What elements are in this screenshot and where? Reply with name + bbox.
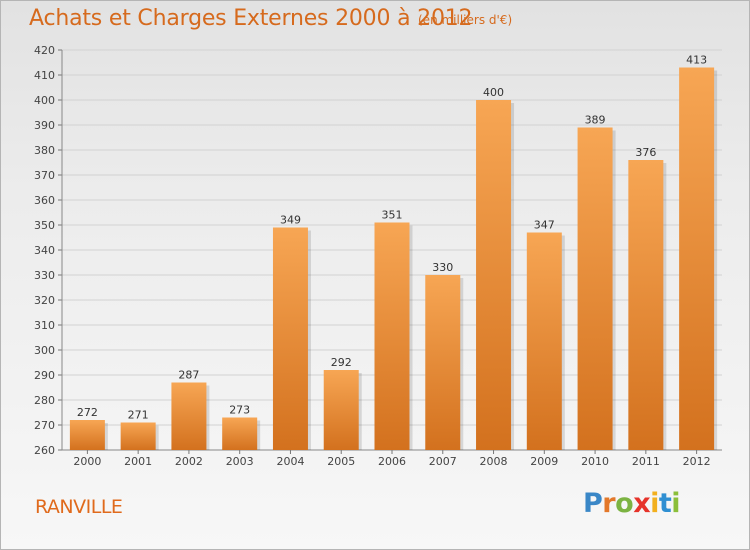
value-label: 272 xyxy=(77,406,98,419)
x-tick-label: 2004 xyxy=(276,455,304,468)
bar xyxy=(628,160,664,450)
value-label: 413 xyxy=(686,54,707,67)
x-tick-label: 2000 xyxy=(73,455,101,468)
bar xyxy=(120,422,156,450)
x-tick-label: 2006 xyxy=(378,455,406,468)
y-tick-label: 350 xyxy=(34,219,55,232)
value-label: 273 xyxy=(229,404,250,417)
y-tick-label: 370 xyxy=(34,169,55,182)
bar xyxy=(476,100,512,450)
bar xyxy=(577,127,613,450)
bar xyxy=(69,420,105,450)
bar xyxy=(323,370,359,450)
x-tick-label: 2002 xyxy=(175,455,203,468)
y-tick-label: 320 xyxy=(34,294,55,307)
y-tick-label: 270 xyxy=(34,419,55,432)
value-label: 330 xyxy=(432,261,453,274)
x-tick-label: 2010 xyxy=(581,455,609,468)
x-tick-label: 2008 xyxy=(480,455,508,468)
x-tick-label: 2007 xyxy=(429,455,457,468)
proxiti-logo: Proxiti xyxy=(583,488,681,519)
value-label: 347 xyxy=(534,219,555,232)
bar xyxy=(374,222,410,450)
value-label: 376 xyxy=(635,146,656,159)
x-tick-label: 2012 xyxy=(683,455,711,468)
value-label: 292 xyxy=(331,356,352,369)
location-label: RANVILLE xyxy=(35,496,123,518)
value-label: 400 xyxy=(483,86,504,99)
x-tick-label: 2005 xyxy=(327,455,355,468)
value-label: 351 xyxy=(382,209,403,222)
y-tick-label: 330 xyxy=(34,269,55,282)
bar xyxy=(222,417,258,450)
x-tick-label: 2001 xyxy=(124,455,152,468)
y-tick-label: 260 xyxy=(34,444,55,457)
value-label: 287 xyxy=(178,369,199,382)
y-tick-label: 400 xyxy=(34,94,55,107)
chart-subtitle: (en milliers d'€) xyxy=(418,13,513,27)
value-label: 271 xyxy=(128,409,149,422)
tick-labels: 260 270 280 290 300 310 320 330 340 350 360 370 380 3… xyxy=(34,44,711,468)
y-tick-label: 410 xyxy=(34,69,55,82)
y-tick-label: 290 xyxy=(34,369,55,382)
y-tick-label: 340 xyxy=(34,244,55,257)
bars xyxy=(69,67,718,450)
bar xyxy=(171,382,207,450)
x-tick-label: 2009 xyxy=(530,455,558,468)
bar xyxy=(679,67,715,450)
x-tick-label: 2011 xyxy=(632,455,660,468)
y-tick-label: 300 xyxy=(34,344,55,357)
value-labels: 272 271 287 273 349 292 351 330 400 347 389 376 413 xyxy=(77,54,707,422)
x-tick-label: 2003 xyxy=(226,455,254,468)
y-tick-label: 310 xyxy=(34,319,55,332)
value-label: 389 xyxy=(585,114,606,127)
y-tick-label: 280 xyxy=(34,394,55,407)
y-tick-label: 360 xyxy=(34,194,55,207)
bar xyxy=(425,275,461,450)
bar xyxy=(272,227,308,450)
bar xyxy=(526,232,562,450)
y-tick-label: 380 xyxy=(34,144,55,157)
chart-title: Achats et Charges Externes 2000 à 2012 xyxy=(29,6,473,31)
y-tick-label: 420 xyxy=(34,44,55,57)
value-label: 349 xyxy=(280,214,301,227)
y-tick-label: 390 xyxy=(34,119,55,132)
